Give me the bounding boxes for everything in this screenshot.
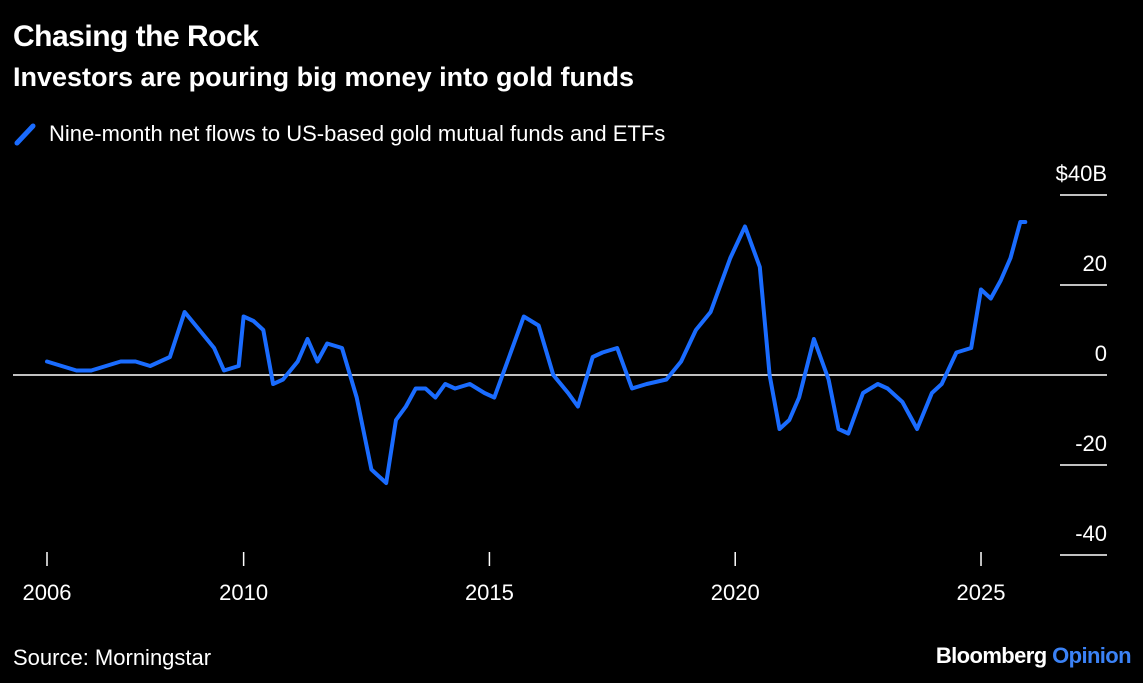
x-tick-label: 2025 bbox=[957, 580, 1006, 605]
x-axis: 2006 2010 2015 2020 2025 bbox=[23, 552, 1006, 605]
y-tick-label: 20 bbox=[1083, 251, 1107, 276]
x-tick-label: 2020 bbox=[711, 580, 760, 605]
y-tick-label: $40B bbox=[1056, 161, 1107, 186]
chart-title: Chasing the Rock bbox=[13, 20, 259, 53]
source-note: Source: Morningstar bbox=[13, 645, 212, 670]
x-tick-label: 2015 bbox=[465, 580, 514, 605]
x-tick-label: 2006 bbox=[23, 580, 72, 605]
brand-logo: Bloomberg Opinion bbox=[935, 643, 1132, 669]
y-tick-label: 0 bbox=[1095, 341, 1107, 366]
legend: Nine-month net flows to US-based gold mu… bbox=[13, 121, 665, 147]
x-tick-label: 2010 bbox=[219, 580, 268, 605]
legend-label: Nine-month net flows to US-based gold mu… bbox=[49, 121, 666, 146]
series-group bbox=[45, 220, 1028, 485]
series-line bbox=[45, 220, 1028, 485]
chart-subtitle: Investors are pouring big money into gol… bbox=[13, 62, 635, 92]
y-tick-label: -40 bbox=[1075, 521, 1107, 546]
y-axis: $40B 20 0 -20 -40 bbox=[1056, 161, 1107, 556]
brand-main: Bloomberg bbox=[935, 643, 1047, 668]
y-tick-label: -20 bbox=[1075, 431, 1107, 456]
legend-line-icon bbox=[14, 123, 36, 146]
brand-sub: Opinion bbox=[1052, 643, 1132, 668]
